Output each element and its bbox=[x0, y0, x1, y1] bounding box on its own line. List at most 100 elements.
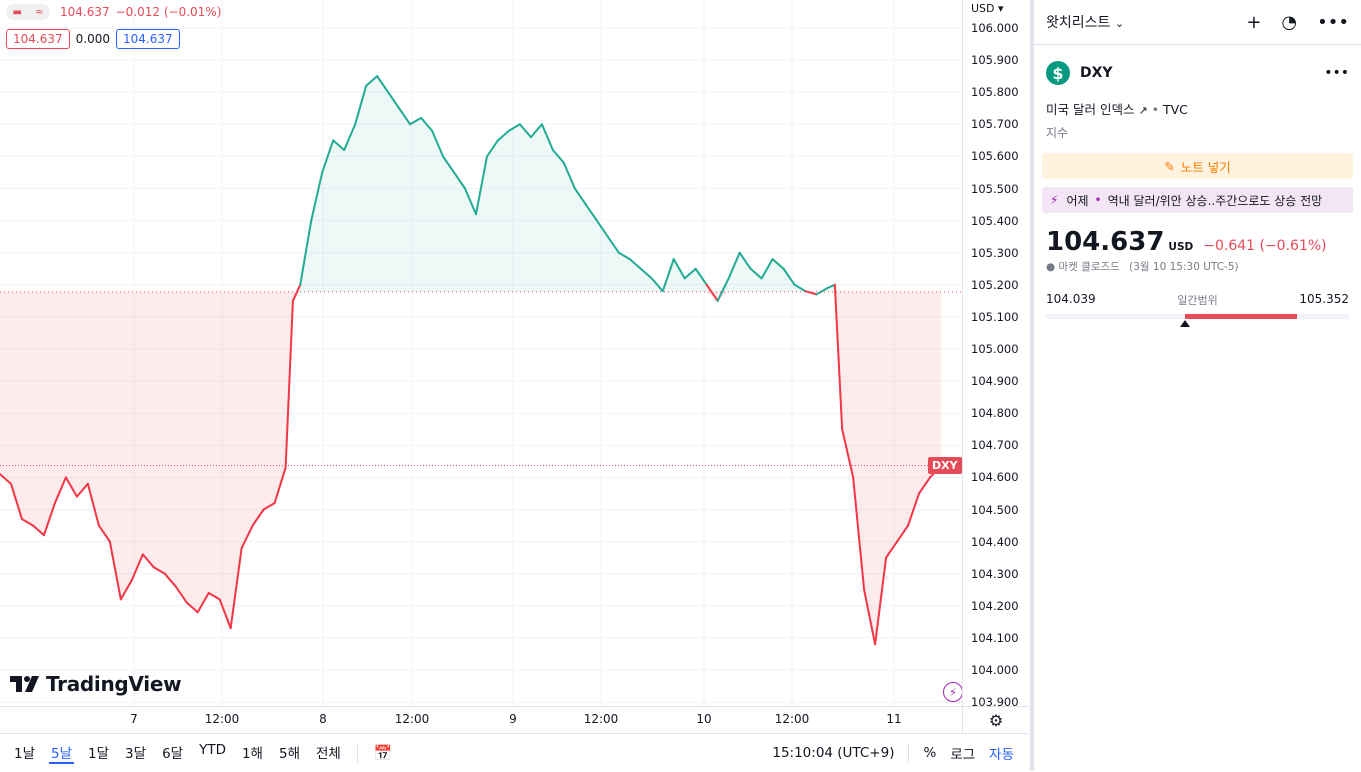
symbol-type: 지수 bbox=[1046, 126, 1069, 140]
price-line-segment bbox=[354, 84, 368, 126]
price-tick: 104.400 bbox=[971, 534, 1019, 549]
range-button[interactable]: YTD bbox=[199, 742, 226, 758]
watchlist-title[interactable]: 왓치리스트 ⌄ bbox=[1046, 12, 1124, 32]
price-line-segment bbox=[262, 502, 276, 511]
price-tick: 103.900 bbox=[971, 695, 1019, 710]
axis-currency[interactable]: USD ▾ bbox=[971, 2, 1004, 15]
price-tick: 104.200 bbox=[971, 598, 1019, 613]
price-line-segment bbox=[420, 116, 434, 132]
description-row: 미국 달러 인덱스 ↗ • TVC bbox=[1034, 99, 1361, 118]
range-button[interactable]: 1해 bbox=[241, 746, 263, 762]
price-line-segment bbox=[815, 287, 829, 296]
price-line-segment bbox=[365, 75, 379, 87]
price-axis[interactable]: USD ▾ 106.000 105.900 105.800 105.700 105.60… bbox=[962, 0, 1029, 710]
price-line-segment bbox=[376, 75, 390, 94]
minus-icon: ▬ bbox=[12, 6, 22, 18]
price-line-segment bbox=[485, 139, 499, 158]
range-buttons: 1날 5날 1달 3달 6달 YTD 1해 5해 전체 bbox=[0, 742, 343, 764]
price-line-segment bbox=[453, 171, 467, 190]
watchlist-header: 왓치리스트 ⌄ + ◔ ••• bbox=[1034, 0, 1361, 45]
news-time: 어제 bbox=[1066, 193, 1089, 208]
day-range-low: 104.039 bbox=[1046, 292, 1096, 306]
price-line-segment bbox=[617, 251, 631, 261]
bullet-dot: • bbox=[1094, 193, 1102, 207]
price-line-segment bbox=[53, 476, 67, 505]
price-line-segment bbox=[218, 598, 232, 630]
more-icon[interactable]: ••• bbox=[1317, 11, 1349, 33]
time-tick: 8 bbox=[319, 712, 327, 726]
legend-pill[interactable]: ▬ ≈ bbox=[6, 4, 50, 20]
price-line-segment bbox=[321, 139, 335, 174]
symbol-description[interactable]: 미국 달러 인덱스 bbox=[1046, 102, 1135, 117]
price-line-segment bbox=[431, 129, 445, 158]
add-note-button[interactable]: ✎ 노트 넣기 bbox=[1042, 153, 1353, 179]
price-line-segment bbox=[20, 518, 34, 527]
auto-toggle[interactable]: 자동 bbox=[989, 747, 1014, 763]
settings-gear-icon[interactable]: ⚙ bbox=[962, 706, 1029, 733]
time-tick: 12:00 bbox=[394, 712, 430, 726]
clock[interactable]: 15:10:04 (UTC+9) bbox=[772, 745, 895, 761]
price-chart[interactable] bbox=[0, 0, 962, 706]
price-line-segment bbox=[826, 283, 836, 290]
price-line-segment bbox=[628, 258, 642, 270]
price-line-segment bbox=[86, 482, 100, 527]
symbol-name[interactable]: DXY bbox=[1080, 65, 1113, 81]
price-line-segment bbox=[661, 258, 675, 293]
range-button[interactable]: 3달 bbox=[125, 746, 147, 762]
price-tick: 104.100 bbox=[971, 630, 1019, 645]
time-axis[interactable]: 7 12:00 8 12:00 9 12:00 10 12:00 11 bbox=[0, 706, 962, 733]
range-button[interactable]: 1달 bbox=[88, 746, 110, 762]
log-toggle[interactable]: 로그 bbox=[950, 747, 976, 763]
price-line-segment bbox=[551, 148, 565, 164]
price-line-segment bbox=[672, 258, 686, 280]
price-line-segment bbox=[562, 161, 576, 190]
range-button[interactable]: 5해 bbox=[278, 746, 300, 762]
chart-area[interactable] bbox=[0, 0, 962, 706]
more-icon[interactable]: ••• bbox=[1324, 65, 1349, 81]
percent-toggle[interactable]: % bbox=[923, 745, 937, 761]
price-currency: USD bbox=[1168, 241, 1194, 253]
price-line-segment bbox=[398, 107, 412, 126]
price-line-segment bbox=[584, 203, 598, 222]
tradingview-logo-icon bbox=[10, 676, 39, 692]
add-icon[interactable]: + bbox=[1246, 11, 1262, 33]
price-line-segment bbox=[207, 591, 221, 601]
tradingview-logo-text: TradingView bbox=[46, 672, 182, 696]
price-line-segment bbox=[507, 123, 521, 132]
range-button[interactable]: 6달 bbox=[162, 746, 184, 762]
range-button[interactable]: 5날 bbox=[49, 742, 75, 764]
time-tick: 10 bbox=[696, 712, 712, 726]
price-line-segment bbox=[518, 123, 532, 139]
price-line-segment bbox=[918, 476, 932, 495]
day-range-marker bbox=[1180, 320, 1191, 327]
price-line-segment bbox=[196, 591, 210, 614]
price-line-segment bbox=[332, 139, 346, 151]
day-range-label: 일간범위 bbox=[1177, 294, 1218, 307]
price-line-segment bbox=[863, 588, 877, 646]
range-button[interactable]: 1날 bbox=[14, 746, 36, 762]
news-headline[interactable]: ⚡ 어제 • 역내 달러/위안 상승..주간으로도 상승 전망 bbox=[1042, 187, 1353, 213]
tradingview-logo[interactable]: TradingView bbox=[10, 672, 182, 696]
external-link-icon[interactable]: ↗ bbox=[1138, 104, 1148, 117]
legend-price: 104.637 bbox=[60, 5, 110, 19]
dollar-icon: $ bbox=[1046, 61, 1070, 85]
price-line-segment bbox=[496, 129, 510, 142]
bottom-toolbar: 1날 5날 1달 3달 6달 YTD 1해 5해 전체 📅 15:10:04 (UTC+9) %… bbox=[0, 733, 1028, 772]
price-line-segment bbox=[841, 428, 855, 479]
pie-chart-icon[interactable]: ◔ bbox=[1281, 11, 1298, 33]
price-line-segment bbox=[727, 251, 741, 280]
add-note-label: 노트 넣기 bbox=[1180, 159, 1231, 175]
lightning-icon[interactable]: ⚡ bbox=[943, 682, 963, 702]
price-line-segment bbox=[409, 116, 423, 126]
price-line-segment bbox=[650, 277, 664, 293]
time-tick: 12:00 bbox=[583, 712, 619, 726]
exchange: TVC bbox=[1163, 102, 1188, 117]
price-line-segment bbox=[705, 283, 719, 302]
range-button[interactable]: 전체 bbox=[316, 746, 341, 762]
last-price: 104.637 bbox=[1046, 227, 1165, 257]
calendar-icon[interactable]: 📅 bbox=[373, 744, 393, 762]
price-line-segment bbox=[896, 524, 910, 543]
price-tick: 105.100 bbox=[971, 309, 1019, 324]
price-tick: 105.700 bbox=[971, 117, 1019, 132]
price-line-segment bbox=[606, 235, 620, 254]
